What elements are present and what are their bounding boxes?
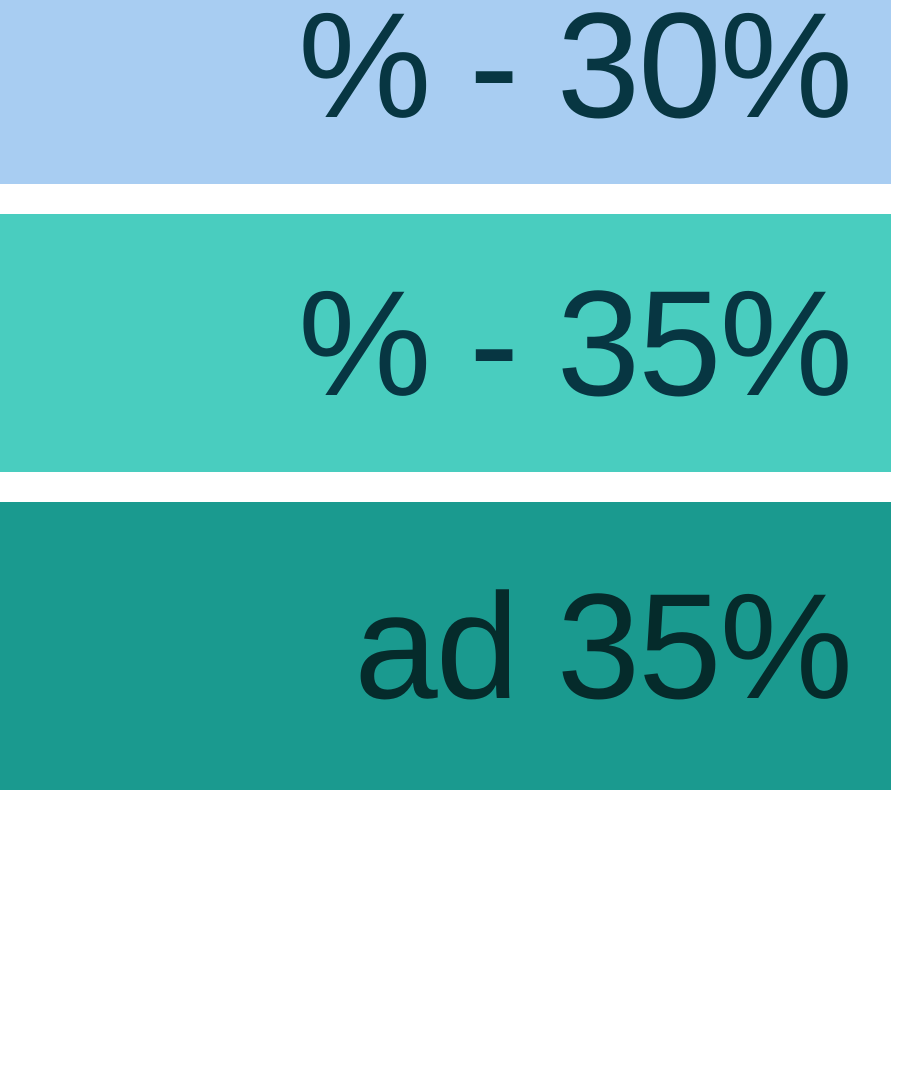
legend-row-2: ad 35%: [0, 496, 897, 796]
legend-label-0: % - 30%: [298, 0, 851, 152]
legend-label-1: % - 35%: [298, 257, 851, 430]
legend-row-0: % - 30%: [0, 0, 897, 190]
legend-row-1: % - 35%: [0, 208, 897, 478]
legend-container: % - 30% % - 35% ad 35%: [0, 0, 897, 796]
legend-label-2: ad 35%: [354, 560, 851, 733]
